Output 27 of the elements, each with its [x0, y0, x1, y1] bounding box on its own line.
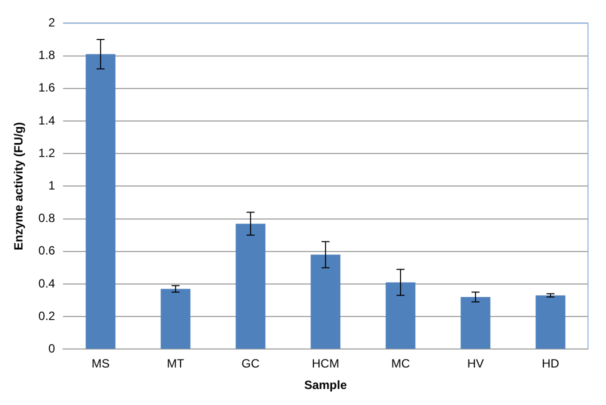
bar — [536, 295, 566, 349]
y-tick-label: 0.6 — [38, 244, 56, 258]
y-tick-label: 1.4 — [38, 113, 56, 128]
y-tick-label: 1.6 — [38, 80, 56, 95]
y-tick-label: 1 — [48, 178, 56, 193]
y-tick-label: 1.8 — [38, 48, 56, 62]
y-tick-label: 0.2 — [38, 308, 56, 323]
bar — [86, 54, 116, 349]
y-tick-label: 0 — [48, 342, 56, 356]
y-axis-title: Enzyme activity (FU/g) — [12, 122, 26, 250]
x-tick-label: MT — [166, 356, 185, 371]
x-axis-title: Sample — [304, 378, 348, 392]
bar — [160, 288, 190, 349]
y-tick-label: 2 — [48, 16, 56, 30]
x-tick-label: HCM — [312, 356, 340, 371]
x-tick-label: MS — [92, 356, 110, 371]
y-tick-label: 0.4 — [38, 276, 56, 290]
bar — [386, 282, 416, 349]
x-tick-label: HV — [467, 356, 484, 371]
y-tick-label: 1.2 — [38, 146, 56, 160]
x-tick-label: GC — [242, 356, 260, 371]
bar — [236, 224, 266, 349]
x-tick-label: MC — [391, 356, 410, 371]
bar — [310, 254, 340, 349]
x-tick-label: HD — [542, 356, 560, 371]
y-tick-label: 0.8 — [38, 211, 56, 226]
bar — [460, 297, 490, 349]
